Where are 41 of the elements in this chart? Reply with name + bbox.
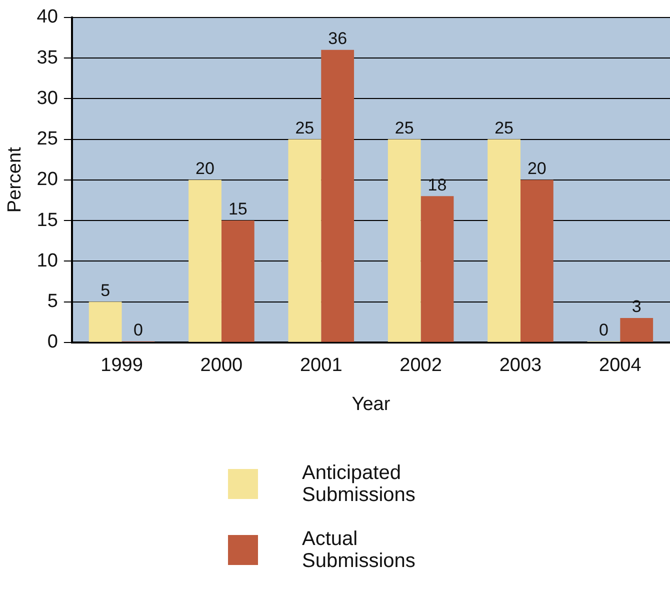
x-axis-title: Year (352, 394, 391, 415)
bar (388, 139, 421, 342)
x-tick-label: 1999 (100, 355, 143, 376)
y-tick-label: 0 (47, 332, 58, 353)
y-tick-label: 40 (36, 6, 58, 28)
y-tick-label: 30 (36, 88, 58, 109)
data-label: 36 (328, 29, 348, 48)
y-axis-title: Percent (4, 146, 26, 213)
y-tick-label: 20 (36, 169, 58, 190)
bar (288, 139, 322, 342)
data-label: 25 (494, 118, 514, 138)
y-tick-label: 25 (36, 128, 58, 150)
y-tick-label: 15 (36, 210, 58, 231)
data-label: 5 (100, 280, 110, 300)
data-label: 25 (295, 118, 314, 138)
data-label: 18 (428, 175, 447, 194)
data-label: 0 (133, 320, 143, 340)
data-label: 25 (394, 118, 414, 138)
y-tick-label: 35 (36, 47, 58, 68)
bar (520, 180, 554, 342)
data-label: 20 (196, 159, 214, 178)
data-label: 20 (527, 159, 546, 178)
data-label: 3 (632, 297, 642, 316)
bar (88, 302, 122, 342)
x-tick-label: 2002 (400, 355, 442, 376)
bar (420, 196, 454, 342)
y-tick-label: 10 (36, 250, 58, 272)
x-tick-label: 2001 (300, 355, 342, 376)
bar (221, 220, 254, 342)
bar (488, 139, 520, 342)
x-tick-label: 2004 (599, 355, 642, 376)
data-label: 0 (598, 320, 608, 340)
x-tick-label: 2003 (499, 355, 542, 376)
legend-label: Actual Submissions (302, 528, 416, 572)
y-tick-label: 5 (47, 291, 58, 312)
legend-label: Anticipated Submissions (302, 462, 416, 506)
bar (321, 50, 354, 342)
data-label: 15 (228, 200, 248, 219)
bar (620, 318, 654, 342)
x-tick-label: 2000 (200, 355, 243, 376)
bar (188, 180, 222, 342)
